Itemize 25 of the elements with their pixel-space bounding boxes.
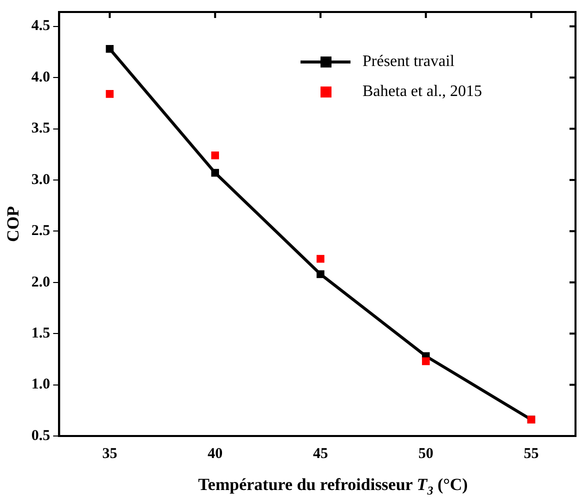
x-tick-label: 50 bbox=[418, 446, 434, 462]
y-tick-label: 2.0 bbox=[31, 274, 50, 290]
point bbox=[422, 357, 430, 366]
x-tick-label: 35 bbox=[102, 446, 118, 462]
y-tick-label: 1.5 bbox=[31, 325, 50, 342]
y-tick-label: 0.5 bbox=[31, 428, 50, 444]
y-tick-label: 4.0 bbox=[31, 69, 50, 86]
y-tick-label: 4.5 bbox=[31, 18, 50, 34]
point bbox=[316, 254, 324, 263]
x-axis-title: Température du refroidisseur T$_{3}$ (°C) bbox=[197, 474, 469, 498]
y-axis-title: COP bbox=[4, 206, 23, 242]
point bbox=[106, 44, 114, 53]
y-tick-label: 3.5 bbox=[31, 120, 50, 137]
legend-label: Présent travail bbox=[362, 53, 456, 70]
point bbox=[211, 168, 219, 177]
x-tick-label: 55 bbox=[524, 446, 539, 462]
x-tick-label: 40 bbox=[208, 446, 223, 462]
y-tick-label: 3.0 bbox=[31, 172, 50, 188]
y-tick-label: 1.0 bbox=[31, 376, 50, 393]
point bbox=[106, 90, 114, 98]
point bbox=[211, 151, 219, 160]
y-tick-label: 2.5 bbox=[31, 223, 50, 240]
legend-label: Baheta et al., 2015 bbox=[362, 83, 482, 100]
point bbox=[316, 270, 324, 278]
x-tick-label: 45 bbox=[312, 446, 328, 462]
